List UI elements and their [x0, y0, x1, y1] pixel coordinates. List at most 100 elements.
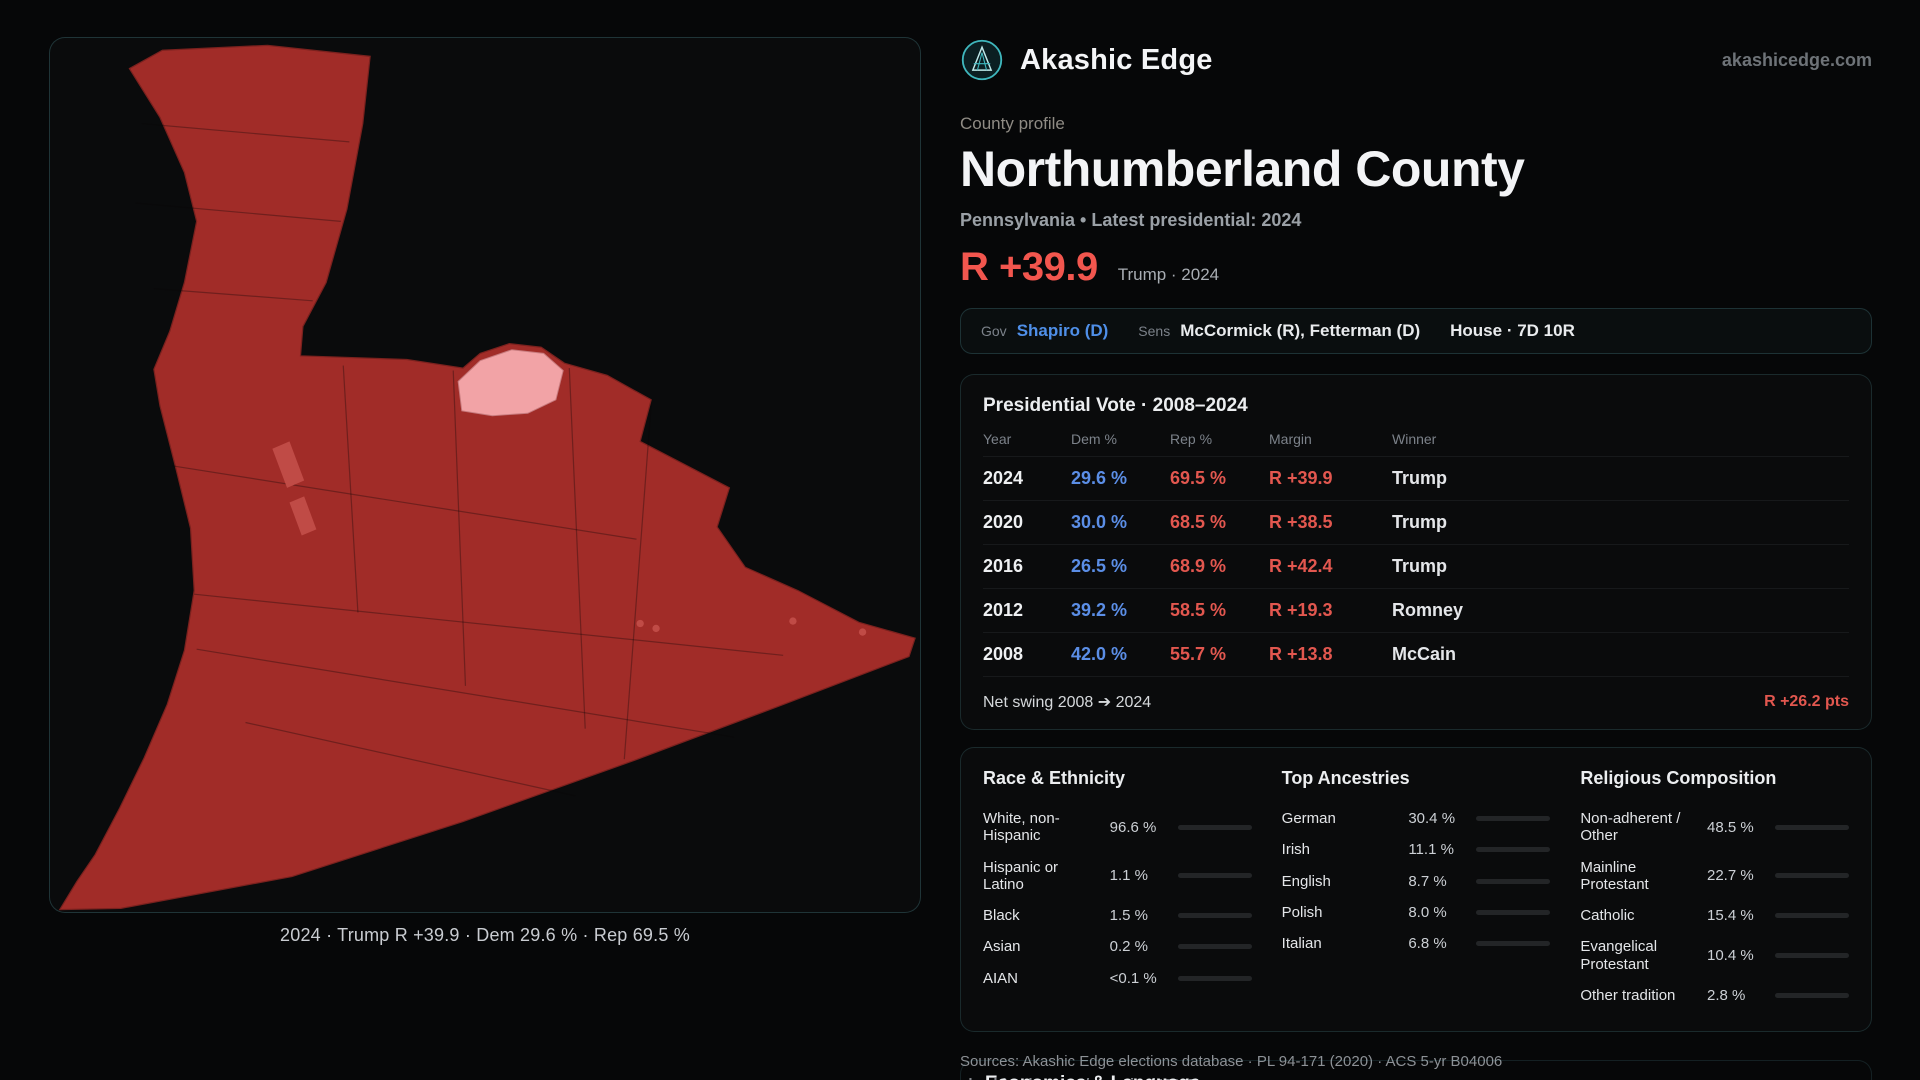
stat-bar — [1177, 913, 1252, 919]
margin-cell: R +42.4 — [1269, 556, 1333, 576]
winner-cell: Romney — [1392, 600, 1464, 620]
margin-cell: R +38.5 — [1269, 512, 1333, 532]
county-profile-label: County profile — [960, 114, 1065, 133]
col-year: Year — [983, 431, 1012, 447]
col-dem: Dem % — [1071, 431, 1117, 447]
stat-bar — [1774, 873, 1849, 879]
rep-cell: 58.5 % — [1170, 600, 1227, 620]
stat-row: Evangelical Protestant 10.4 % — [1580, 931, 1849, 980]
winner-cell: Trump — [1392, 512, 1448, 532]
stat-bar — [1177, 824, 1252, 830]
stat-label: English — [1281, 872, 1331, 890]
vote-row-2008: 2008 42.0 % 55.7 % R +13.8 McCain — [983, 632, 1849, 676]
winner-cell: Trump — [1392, 468, 1448, 488]
stat-value: 1.1 % — [1109, 867, 1149, 885]
sens-value: McCormick (R), Fetterman (D) — [1180, 321, 1421, 340]
county-shape[interactable] — [58, 44, 916, 911]
stat-value: 10.4 % — [1706, 947, 1754, 964]
stat-bar — [1177, 944, 1252, 950]
stat-row: Mainline Protestant 22.7 % — [1580, 852, 1849, 901]
year-cell: 2016 — [983, 556, 1024, 576]
stat-value: 0.2 % — [1109, 938, 1149, 956]
stat-row: Black 1.5 % — [983, 900, 1252, 931]
stat-value: 96.6 % — [1109, 818, 1157, 836]
stat-label: AIAN — [983, 969, 1019, 987]
demographics-card: Race & Ethnicity White, non-Hispanic 96.… — [960, 747, 1872, 1032]
race-section-title: Race & Ethnicity — [983, 768, 1126, 788]
stat-value: <0.1 % — [1109, 969, 1157, 987]
margin-metric-value: R +39.9 — [960, 245, 1098, 289]
stat-value: 2.8 % — [1706, 986, 1746, 1004]
stat-row: Asian 0.2 % — [983, 931, 1252, 962]
vote-row-2012: 2012 39.2 % 58.5 % R +19.3 Romney — [983, 588, 1849, 632]
dem-cell: 26.5 % — [1071, 556, 1128, 576]
year-cell: 2020 — [983, 512, 1024, 532]
county-subtitle: Pennsylvania • Latest presidential: 2024 — [960, 210, 1302, 230]
economics-card: Economics & Language Median HH income Po… — [960, 1059, 1872, 1080]
stat-bar — [1476, 847, 1551, 853]
religion-section-title: Religious Composition — [1580, 768, 1777, 788]
stat-label: Black — [983, 907, 1020, 924]
net-swing-value: R +26.2 pts — [1764, 693, 1849, 710]
stat-row: Non-adherent / Other 48.5 % — [1580, 803, 1849, 852]
stat-bar — [1774, 992, 1849, 998]
stat-label: Evangelical Protestant — [1580, 938, 1658, 973]
margin-cell: R +13.8 — [1269, 644, 1333, 664]
stat-value: 8.0 % — [1408, 903, 1447, 921]
stat-value: 11.1 % — [1408, 841, 1454, 859]
vote-row-2016: 2016 26.5 % 68.9 % R +42.4 Trump — [983, 544, 1849, 588]
stat-row: German 30.4 % — [1282, 803, 1551, 834]
stat-row: Other tradition 2.8 % — [1580, 980, 1849, 1011]
precinct-marks — [272, 441, 867, 636]
stat-label: German — [1281, 810, 1336, 827]
county-profile-panel: Akashic Edge akashicedge.com County prof… — [960, 0, 1872, 1080]
margin-cell: R +39.9 — [1269, 468, 1333, 488]
stat-value: 1.5 % — [1109, 907, 1149, 925]
stat-label: Catholic — [1580, 907, 1635, 924]
stat-value: 48.5 % — [1706, 818, 1754, 836]
dem-cell: 29.6 % — [1071, 468, 1128, 488]
stat-row: Hispanic or Latino 1.1 % — [983, 852, 1252, 901]
stat-row: AIAN <0.1 % — [983, 963, 1252, 994]
col-winner: Winner — [1392, 431, 1437, 447]
margin-metric-row: R +39.9 Trump · 2024 — [960, 245, 1872, 290]
map-caption: 2024 · Trump R +39.9 · Dem 29.6 % · Rep … — [280, 925, 690, 945]
gov-label: Gov — [981, 323, 1007, 339]
stat-bar — [1177, 975, 1252, 981]
stat-label: Irish — [1281, 841, 1310, 859]
rep-cell: 68.5 % — [1170, 512, 1227, 532]
highlighted-township[interactable] — [457, 349, 564, 417]
stat-value: 8.7 % — [1408, 872, 1447, 890]
year-cell: 2008 — [983, 644, 1024, 664]
rep-cell: 69.5 % — [1170, 468, 1227, 488]
sens-label: Sens — [1138, 323, 1171, 339]
rep-cell: 55.7 % — [1170, 644, 1227, 664]
religion-section: Religious Composition Non-adherent / Oth… — [1580, 768, 1849, 1011]
township-boundaries — [135, 122, 784, 797]
stat-label: Non-adherent / Other — [1580, 810, 1681, 845]
race-section: Race & Ethnicity White, non-Hispanic 96.… — [983, 768, 1252, 1011]
stat-bar — [1774, 824, 1849, 830]
brand-name: Akashic Edge — [1020, 43, 1213, 76]
stat-value: 15.4 % — [1706, 907, 1754, 925]
county-title: Northumberland County — [960, 141, 1525, 197]
county-map[interactable] — [50, 38, 920, 912]
stat-row: English 8.7 % — [1282, 866, 1551, 897]
stat-row: Catholic 15.4 % — [1580, 900, 1849, 931]
stat-label: Asian — [983, 938, 1021, 956]
net-swing-label: Net swing 2008 ➔ 2024 — [983, 694, 1152, 711]
margin-cell: R +19.3 — [1269, 600, 1333, 620]
presidential-vote-card: Presidential Vote · 2008–2024 Year Dem %… — [960, 374, 1872, 730]
margin-metric-note: Trump · 2024 — [1117, 265, 1220, 284]
stat-value: 22.7 % — [1706, 867, 1754, 885]
stat-row: Irish 11.1 % — [1282, 834, 1551, 865]
stat-label: Other tradition — [1580, 986, 1676, 1004]
akashic-edge-logo-icon[interactable] — [960, 38, 1004, 82]
col-rep: Rep % — [1170, 431, 1213, 447]
stat-row: Polish 8.0 % — [1282, 897, 1551, 928]
sources-link[interactable]: akashicedge.com/counties/42097 — [960, 1075, 1872, 1080]
stat-label: Polish — [1281, 903, 1323, 921]
sources-note: Sources: Akashic Edge elections database… — [960, 1052, 1872, 1080]
net-swing-row: Net swing 2008 ➔ 2024 R +26.2 pts — [983, 676, 1849, 729]
site-domain-link[interactable]: akashicedge.com — [1721, 49, 1872, 70]
